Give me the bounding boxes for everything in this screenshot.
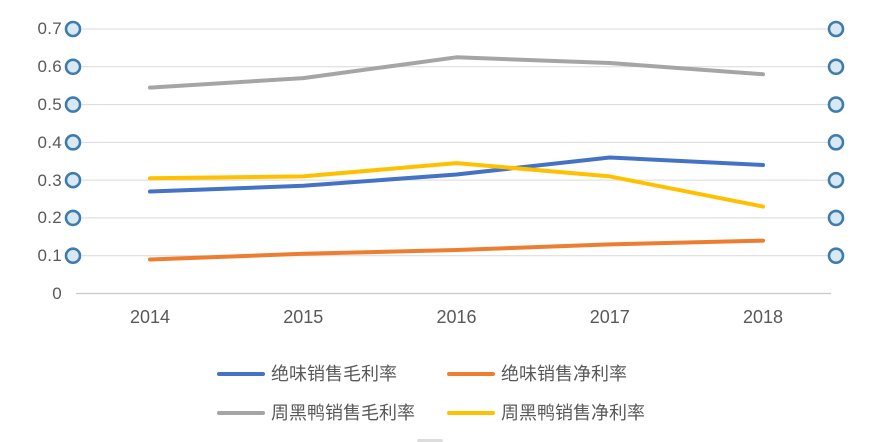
legend-row: 绝味销售毛利率 绝味销售净利率 xyxy=(217,362,697,386)
legend-item-3: 周黑鸭销售净利率 xyxy=(447,402,677,424)
legend-label: 周黑鸭销售毛利率 xyxy=(271,403,415,423)
y-axis-tick-label: 0.7 xyxy=(37,19,62,39)
edge-marker-circle xyxy=(827,247,845,265)
y-axis-tick-label: 0.3 xyxy=(37,170,62,190)
edge-marker-circle xyxy=(827,58,845,76)
legend-line-swatch xyxy=(447,411,495,415)
x-axis-tick-label: 2017 xyxy=(589,307,630,327)
edge-marker-circle xyxy=(64,96,82,113)
edge-marker-circle xyxy=(64,134,82,151)
y-axis-tick-label: 0.2 xyxy=(37,208,62,228)
x-axis-tick-label: 2015 xyxy=(283,307,324,327)
edge-marker-circle xyxy=(827,20,845,38)
legend-item-2: 周黑鸭销售毛利率 xyxy=(217,402,447,424)
edge-marker-circle xyxy=(64,209,82,227)
x-axis-tick-label: 2016 xyxy=(436,307,477,327)
series-line-0 xyxy=(148,155,765,194)
edge-marker-circle xyxy=(827,209,845,227)
edge-marker-circle xyxy=(827,134,845,151)
y-axis-tick-label: 0.4 xyxy=(37,132,62,152)
legend-item-0: 绝味销售毛利率 xyxy=(217,363,447,385)
y-axis-tick-label: 0.1 xyxy=(37,246,62,266)
edge-marker-circle xyxy=(827,171,845,189)
legend-line-swatch xyxy=(217,372,265,376)
legend-label: 绝味销售净利率 xyxy=(501,364,627,384)
legend-item-1: 绝味销售净利率 xyxy=(447,363,677,385)
series-line-2 xyxy=(148,55,765,90)
x-axis-tick-label: 2018 xyxy=(742,307,784,327)
legend: 绝味销售毛利率 绝味销售净利率周黑鸭销售毛利率 周黑鸭销售净利率 xyxy=(217,362,697,440)
y-axis-tick-label: 0 xyxy=(52,284,62,303)
series-line-3 xyxy=(148,161,765,209)
y-axis-tick-label: 0.6 xyxy=(37,57,62,77)
legend-label: 周黑鸭销售净利率 xyxy=(501,403,645,423)
edge-marker-circle xyxy=(64,58,82,76)
series-line-1 xyxy=(148,238,765,262)
y-axis-tick-label: 0.5 xyxy=(37,95,62,115)
edge-marker-circle xyxy=(64,171,82,189)
cropped-caption-fragment xyxy=(417,439,443,442)
x-axis-tick-label: 2014 xyxy=(129,307,171,327)
edge-marker-circle xyxy=(64,247,82,265)
edge-marker-circle xyxy=(64,20,82,38)
legend-line-swatch xyxy=(447,372,495,376)
legend-line-swatch xyxy=(217,411,265,415)
legend-label: 绝味销售毛利率 xyxy=(271,364,397,384)
edge-marker-circle xyxy=(827,96,845,113)
legend-row: 周黑鸭销售毛利率 周黑鸭销售净利率 xyxy=(217,401,697,425)
